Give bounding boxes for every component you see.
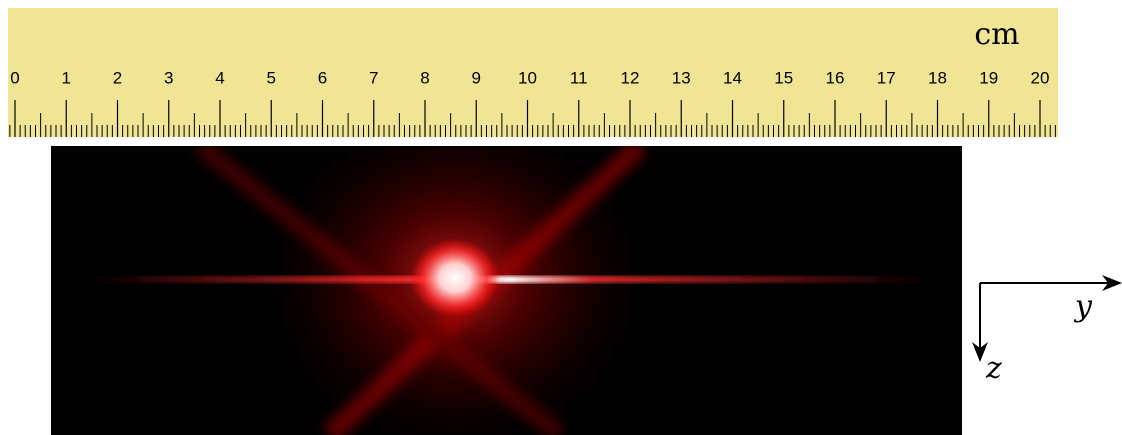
cm-label: 18 bbox=[928, 68, 947, 87]
cm-label: 14 bbox=[723, 68, 742, 87]
cm-label: 8 bbox=[420, 68, 429, 87]
cm-label: 12 bbox=[621, 68, 640, 87]
cm-label: 1 bbox=[62, 68, 71, 87]
cm-label: 7 bbox=[369, 68, 378, 87]
cm-label: 6 bbox=[318, 68, 327, 87]
cm-label: 3 bbox=[164, 68, 173, 87]
cm-label: 4 bbox=[215, 68, 224, 87]
ruler-unit: cm bbox=[974, 17, 1019, 52]
cm-label: 15 bbox=[774, 68, 793, 87]
axes-indicator: y z bbox=[980, 283, 1120, 386]
cm-label: 10 bbox=[518, 68, 537, 87]
diffraction-image bbox=[51, 110, 962, 435]
page: cm 01234567891011121314151617181920 y z … bbox=[0, 0, 1122, 435]
figure: cm 01234567891011121314151617181920 y z bbox=[0, 0, 1122, 435]
cm-label: 5 bbox=[267, 68, 276, 87]
cm-label: 17 bbox=[877, 68, 896, 87]
z-label: z bbox=[985, 351, 1002, 386]
cm-label: 19 bbox=[979, 68, 998, 87]
cm-label: 16 bbox=[826, 68, 845, 87]
cm-label: 9 bbox=[472, 68, 481, 87]
cm-label: 2 bbox=[113, 68, 122, 87]
cm-label: 0 bbox=[10, 68, 19, 87]
cm-label: 20 bbox=[1031, 68, 1050, 87]
y-label: y bbox=[1073, 289, 1093, 324]
cm-label: 13 bbox=[672, 68, 691, 87]
cm-label: 11 bbox=[570, 68, 588, 87]
